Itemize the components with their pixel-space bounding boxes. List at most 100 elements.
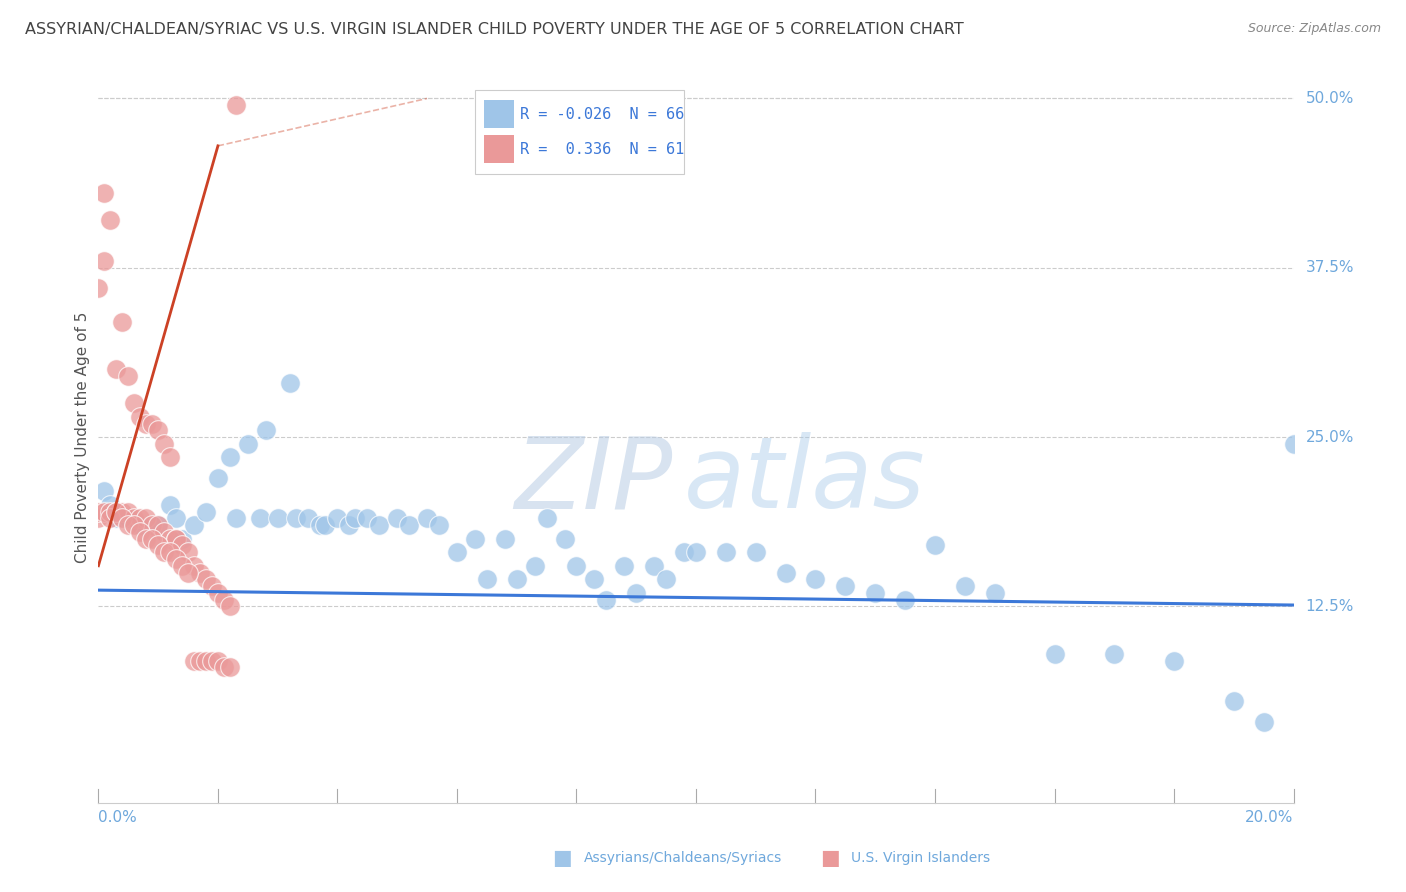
Point <box>565 558 588 573</box>
Point <box>267 511 290 525</box>
Point <box>207 471 229 485</box>
Point <box>159 450 181 465</box>
Point <box>141 417 163 431</box>
Point <box>105 505 128 519</box>
Point <box>153 524 176 539</box>
Point <box>105 362 128 376</box>
Text: 20.0%: 20.0% <box>1246 810 1294 824</box>
Point <box>225 511 247 525</box>
Point <box>494 532 516 546</box>
Point <box>924 538 946 552</box>
Point <box>201 654 224 668</box>
Point <box>188 566 211 580</box>
Point <box>98 213 122 227</box>
Point <box>165 532 187 546</box>
Point <box>865 586 887 600</box>
Point <box>326 511 349 525</box>
Point <box>153 437 176 451</box>
Point <box>368 518 391 533</box>
Point <box>219 450 242 465</box>
Point <box>284 511 307 525</box>
Point <box>356 511 378 525</box>
Point <box>219 660 242 674</box>
Point <box>613 558 636 573</box>
Point <box>464 532 486 546</box>
Text: ASSYRIAN/CHALDEAN/SYRIAC VS U.S. VIRGIN ISLANDER CHILD POVERTY UNDER THE AGE OF : ASSYRIAN/CHALDEAN/SYRIAC VS U.S. VIRGIN … <box>25 22 965 37</box>
Point <box>207 654 229 668</box>
Point <box>172 558 194 573</box>
Point <box>254 423 277 437</box>
Point <box>984 586 1007 600</box>
Point <box>87 281 110 295</box>
Text: atlas: atlas <box>685 433 925 530</box>
Point <box>98 505 122 519</box>
Point <box>195 572 218 586</box>
Point <box>339 518 361 533</box>
Text: ZIP: ZIP <box>513 433 672 530</box>
Text: R = -0.026  N = 66: R = -0.026 N = 66 <box>520 107 685 122</box>
Point <box>87 505 110 519</box>
Point <box>685 545 707 559</box>
Point <box>344 511 367 525</box>
Point <box>177 545 200 559</box>
Point <box>953 579 976 593</box>
Point <box>148 423 170 437</box>
Point <box>93 254 115 268</box>
Point <box>673 545 696 559</box>
Point <box>129 524 152 539</box>
Point <box>153 545 176 559</box>
Point <box>554 532 576 546</box>
Point <box>446 545 468 559</box>
Point <box>124 396 146 410</box>
Point <box>129 409 152 424</box>
Point <box>195 505 218 519</box>
Point <box>195 654 218 668</box>
Point <box>626 586 648 600</box>
Text: R =  0.336  N = 61: R = 0.336 N = 61 <box>520 142 685 157</box>
Point <box>159 498 181 512</box>
Point <box>141 518 163 533</box>
Point <box>117 369 139 384</box>
Point <box>894 592 917 607</box>
Bar <box>485 135 515 163</box>
Point <box>1223 694 1246 708</box>
Point <box>93 505 115 519</box>
Point <box>111 315 134 329</box>
Point <box>93 186 115 201</box>
Text: 37.5%: 37.5% <box>1306 260 1354 276</box>
Point <box>506 572 529 586</box>
Point <box>201 579 224 593</box>
FancyBboxPatch shape <box>475 90 685 174</box>
Point <box>148 518 170 533</box>
Y-axis label: Child Poverty Under the Age of 5: Child Poverty Under the Age of 5 <box>75 311 90 563</box>
Text: 50.0%: 50.0% <box>1306 91 1354 106</box>
Point <box>655 572 678 586</box>
Text: 25.0%: 25.0% <box>1306 430 1354 444</box>
Point <box>165 532 187 546</box>
Point <box>207 586 229 600</box>
Point <box>177 566 200 580</box>
Point <box>212 592 235 607</box>
Point <box>172 538 194 552</box>
Point <box>183 558 205 573</box>
Point <box>105 511 128 525</box>
Point <box>745 545 768 559</box>
Point <box>212 660 235 674</box>
Point <box>1282 437 1305 451</box>
Point <box>1163 654 1185 668</box>
Point <box>124 511 146 525</box>
Point <box>225 98 247 112</box>
Point <box>148 538 170 552</box>
Point <box>416 511 439 525</box>
Text: 12.5%: 12.5% <box>1306 599 1354 614</box>
Point <box>595 592 617 607</box>
Text: Source: ZipAtlas.com: Source: ZipAtlas.com <box>1247 22 1381 36</box>
Point <box>129 511 152 525</box>
Text: Assyrians/Chaldeans/Syriacs: Assyrians/Chaldeans/Syriacs <box>583 851 782 865</box>
Point <box>87 511 110 525</box>
Point <box>124 518 146 533</box>
Point <box>141 518 163 533</box>
Point <box>278 376 301 390</box>
Point <box>98 511 122 525</box>
Point <box>1253 714 1275 729</box>
